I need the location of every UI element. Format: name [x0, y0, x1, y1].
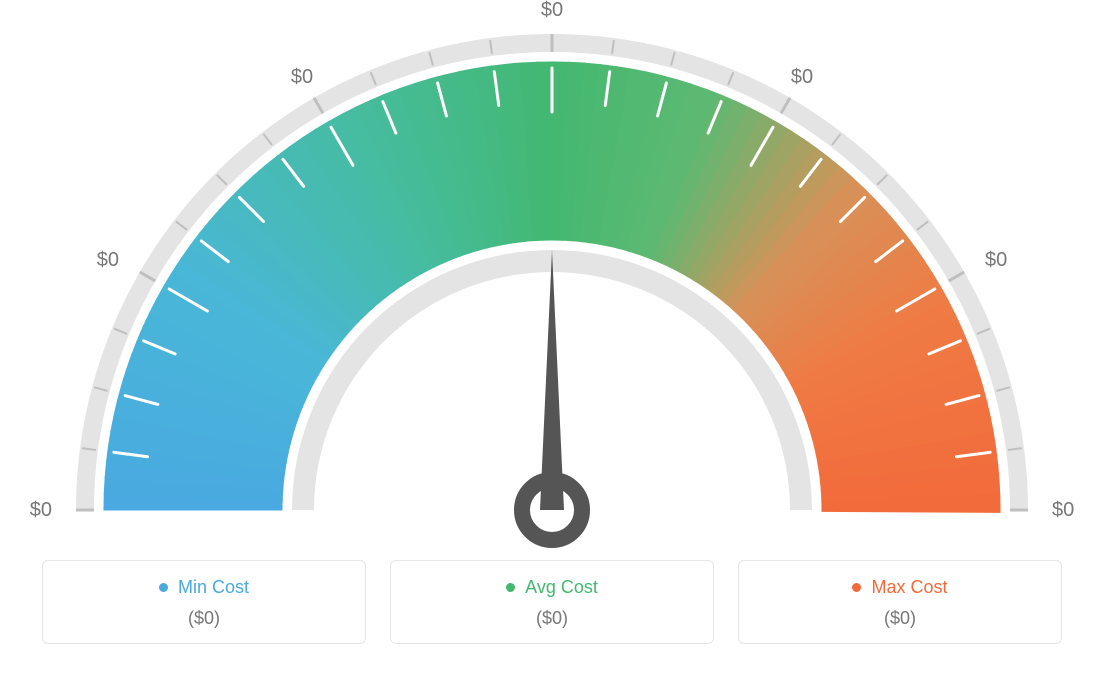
legend-card-min: Min Cost ($0) — [42, 560, 366, 644]
legend-title-avg: Avg Cost — [506, 577, 598, 598]
legend-value-min: ($0) — [53, 608, 355, 629]
legend-title-min: Min Cost — [159, 577, 249, 598]
svg-text:$0: $0 — [291, 66, 313, 88]
svg-text:$0: $0 — [985, 249, 1007, 271]
legend-label-max: Max Cost — [871, 577, 947, 598]
gauge-svg: $0 $0 $0 $0 $0 $0 $0 — [0, 0, 1104, 552]
svg-text:$0: $0 — [791, 66, 813, 88]
legend-label-min: Min Cost — [178, 577, 249, 598]
cost-gauge-container: $0 $0 $0 $0 $0 $0 $0 Min Cost ($0) Avg Cost ($… — [0, 0, 1104, 690]
legend-label-avg: Avg Cost — [525, 577, 598, 598]
legend-dot-max — [852, 583, 861, 592]
legend-title-max: Max Cost — [852, 577, 947, 598]
legend-dot-min — [159, 583, 168, 592]
legend-value-avg: ($0) — [401, 608, 703, 629]
svg-text:$0: $0 — [541, 0, 563, 21]
legend-row: Min Cost ($0) Avg Cost ($0) Max Cost ($0… — [42, 560, 1062, 644]
svg-text:$0: $0 — [1052, 499, 1074, 521]
legend-card-max: Max Cost ($0) — [738, 560, 1062, 644]
legend-dot-avg — [506, 583, 515, 592]
legend-value-max: ($0) — [749, 608, 1051, 629]
svg-text:$0: $0 — [97, 249, 119, 271]
svg-text:$0: $0 — [30, 499, 52, 521]
legend-card-avg: Avg Cost ($0) — [390, 560, 714, 644]
gauge-chart: $0 $0 $0 $0 $0 $0 $0 — [0, 0, 1104, 540]
